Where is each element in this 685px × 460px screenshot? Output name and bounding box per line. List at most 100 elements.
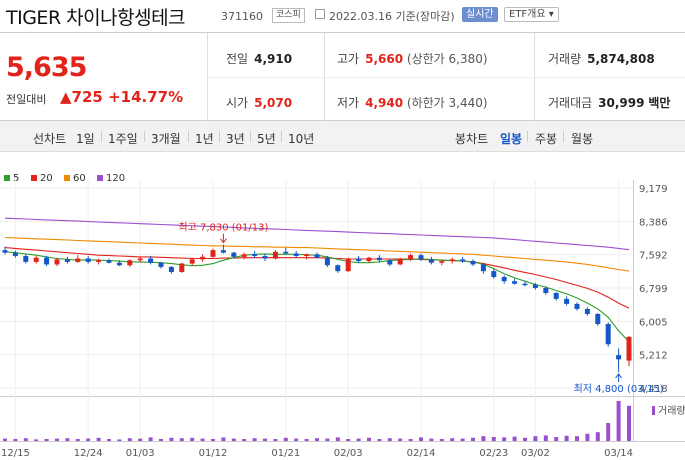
volume-bar (450, 438, 455, 441)
volume-bar (159, 439, 163, 441)
period-3y[interactable]: 3년 (226, 132, 245, 146)
period-1y[interactable]: 1년 (195, 132, 214, 146)
candle-monthly[interactable]: 월봉 (571, 132, 594, 146)
y-tick-label: 4,418 (639, 384, 668, 395)
volume-bar (283, 437, 288, 441)
quote-date: 2022.03.16 기준(장마감) (329, 10, 455, 23)
volume-bar (419, 437, 423, 441)
candle (408, 253, 414, 262)
candle (543, 286, 549, 295)
volume-bar (335, 437, 340, 441)
volume-bar (242, 439, 247, 441)
candle (116, 260, 122, 267)
candle (324, 256, 330, 267)
candle (480, 262, 486, 274)
line-chart-label: 선차트 (33, 132, 67, 146)
market-badge: 코스피 (272, 8, 305, 23)
candle (200, 254, 206, 262)
candle (553, 292, 559, 301)
volume-bar (564, 435, 569, 441)
ma60-line (4, 236, 630, 272)
chart-period-bar: 선차트 1일 1주일 3개월 1년 3년 5년 10년 봉차트 일봉 주봉 월봉 (0, 121, 685, 152)
period-5y[interactable]: 5년 (257, 132, 276, 146)
ma120-line (4, 217, 630, 251)
volume-bar (200, 438, 205, 441)
legend-ma5: 5 (4, 173, 19, 184)
candle (501, 275, 507, 284)
y-tick-label: 8,386 (639, 217, 668, 228)
candle (23, 254, 29, 264)
candle (345, 257, 351, 272)
candle (574, 302, 580, 311)
candle (241, 252, 247, 260)
change-value: ▲725 (60, 88, 103, 106)
period-3m[interactable]: 3개월 (151, 132, 181, 146)
legend-ma120: 120 (97, 173, 125, 184)
volume-legend-swatch (652, 406, 655, 415)
volume-bar (86, 438, 91, 441)
volume-bar (263, 438, 267, 441)
volume-bar (481, 436, 486, 441)
candle (127, 259, 133, 267)
volume-bar (439, 439, 444, 441)
low-price: 저가 4,940 (하한가 3,440) (337, 96, 488, 110)
volume-bar (387, 438, 392, 441)
candle (512, 278, 518, 285)
high-arrow (220, 238, 227, 244)
realtime-button[interactable]: 실시간 (462, 7, 498, 22)
etf-overview-dropdown[interactable]: ETF개요 ▾ (504, 7, 559, 22)
volume-bar (471, 437, 475, 441)
volume-bar (231, 438, 236, 441)
volume-bar (107, 439, 111, 441)
volume-bar (127, 438, 132, 441)
volume-bar (356, 438, 361, 441)
volume-bar (169, 437, 174, 441)
volume-bar (138, 438, 143, 441)
candle-daily[interactable]: 일봉 (500, 132, 523, 146)
candle (12, 250, 18, 258)
volume-bar (429, 438, 434, 441)
candle (616, 348, 622, 372)
y-tick-label: 7,592 (639, 251, 668, 262)
candle (272, 250, 278, 260)
x-tick-label: 03/14 (604, 448, 633, 459)
period-10y[interactable]: 10년 (288, 132, 315, 146)
period-1w[interactable]: 1주일 (108, 132, 138, 146)
period-1d[interactable]: 1일 (76, 132, 95, 146)
candle (449, 257, 455, 264)
candle (595, 313, 601, 326)
candle (470, 259, 476, 267)
volume-bar (585, 433, 590, 441)
candle (418, 253, 424, 262)
x-tick-label: 03/02 (521, 448, 550, 459)
candle (335, 264, 341, 273)
candle (96, 258, 102, 265)
volume-bar (117, 439, 122, 441)
volume-bar (408, 439, 413, 441)
candle (85, 256, 91, 264)
volume-bar (523, 437, 527, 441)
volume-bar (34, 439, 39, 441)
x-tick-label: 01/03 (126, 448, 155, 459)
volume-bar (616, 401, 621, 441)
prev-close: 전일 4,910 (226, 52, 293, 66)
candle (179, 262, 185, 273)
candle-weekly[interactable]: 주봉 (535, 132, 558, 146)
y-tick-label: 6,799 (639, 284, 668, 295)
candle (106, 258, 112, 264)
candle (137, 256, 143, 263)
legend-ma60: 60 (64, 173, 86, 184)
x-tick-label: 01/21 (271, 448, 300, 459)
candle (231, 251, 237, 259)
volume-bar (491, 437, 496, 441)
x-tick-label: 02/23 (479, 448, 508, 459)
candle (220, 244, 226, 254)
volume-bar (23, 438, 28, 441)
volume-bar (575, 436, 579, 441)
volume-bar (221, 437, 226, 441)
x-tick-label: 12/15 (1, 448, 30, 459)
volume-bar (211, 439, 215, 441)
volume-bar (543, 435, 548, 441)
volume-label: 거래량 (658, 405, 685, 417)
